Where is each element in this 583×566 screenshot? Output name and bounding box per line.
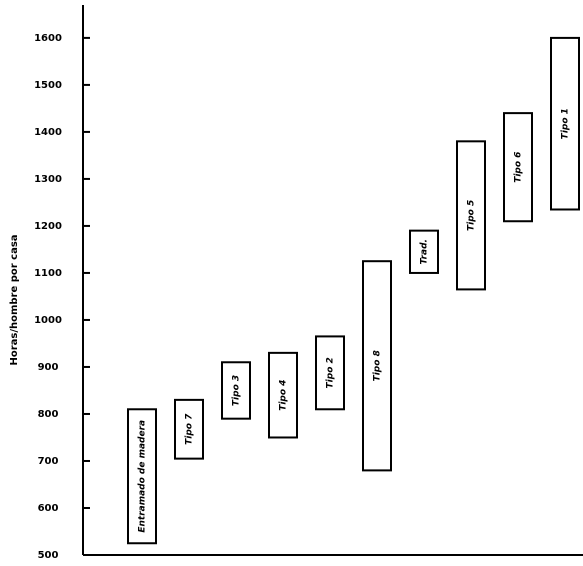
y-tick-label: 1500	[34, 80, 62, 91]
bar	[221, 361, 251, 420]
y-tick-label: 1300	[34, 174, 62, 185]
y-tick-label: 800	[38, 409, 59, 420]
bar-label: Tipo 2	[326, 357, 336, 388]
bar	[127, 408, 157, 545]
y-tick-label: 500	[38, 550, 59, 561]
bar-label: Tipo 8	[373, 350, 383, 381]
bar-label: Trad.	[420, 239, 430, 265]
bar	[409, 229, 439, 274]
bar-label: Tipo 6	[514, 152, 524, 183]
bar-label: Entramado de madera	[138, 420, 148, 533]
y-tick-label: 700	[38, 456, 59, 467]
bar	[268, 351, 298, 439]
bar	[503, 112, 533, 223]
y-axis-title: Horas/hombre por casa	[9, 234, 20, 365]
y-tick-label: 1400	[34, 127, 62, 138]
y-tick-label: 1600	[34, 33, 62, 44]
y-tick-label: 900	[38, 362, 59, 373]
y-tick-label: 1200	[34, 221, 62, 232]
bar	[362, 260, 392, 472]
bar	[550, 36, 580, 211]
bar-label: Tipo 7	[185, 413, 195, 445]
bar-label: Tipo 1	[561, 108, 571, 139]
y-tick-label: 600	[38, 503, 59, 514]
bar	[315, 335, 345, 411]
y-tick-label: 1000	[34, 315, 62, 326]
bar-label: Tipo 3	[232, 375, 242, 406]
bar	[456, 140, 486, 291]
bar	[174, 398, 204, 460]
y-tick-label: 1100	[34, 268, 62, 279]
bar-label: Tipo 4	[279, 380, 289, 411]
bar-label: Tipo 5	[467, 200, 477, 231]
